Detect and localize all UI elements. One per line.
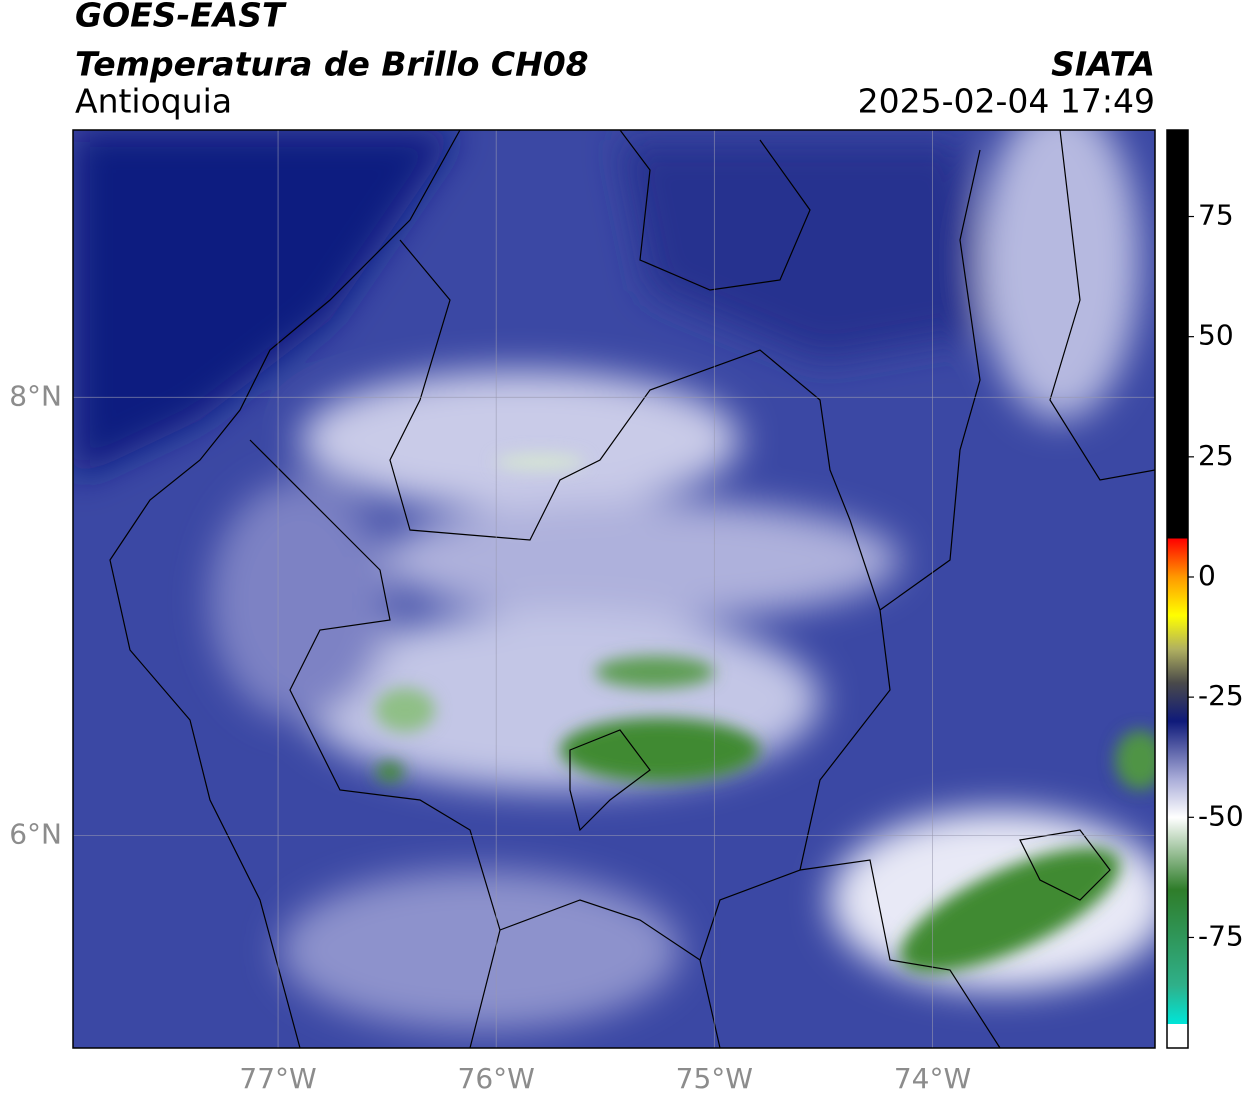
- datetime: 2025-02-04 17:49: [858, 82, 1155, 121]
- colorbar-tick-label: -75: [1198, 919, 1244, 952]
- colorbar-frame: [1166, 129, 1189, 1049]
- x-tick-label: 76°W: [458, 1062, 535, 1095]
- colorbar-tick-label: -50: [1198, 799, 1244, 832]
- title: GOES-EAST: [75, 0, 287, 35]
- colorbar-tick-label: -25: [1198, 679, 1244, 712]
- map-frame: [72, 129, 1156, 1049]
- satellite-image: [73, 130, 1155, 1048]
- colorbar-tick-label: 25: [1198, 439, 1234, 472]
- colorbar-tick-label: 75: [1198, 199, 1234, 232]
- x-tick-label: 75°W: [676, 1062, 753, 1095]
- grid: [73, 130, 1155, 1048]
- y-tick-label: 6°N: [9, 817, 62, 850]
- region: Antioquia: [75, 82, 232, 121]
- subtitle: Temperatura de Brillo CH08: [75, 45, 589, 84]
- colorbar-tick-label: 50: [1198, 319, 1234, 352]
- y-tick-label: 8°N: [9, 379, 62, 412]
- colorbar-tick-label: 0: [1198, 559, 1216, 592]
- colorbar: [1167, 130, 1188, 1048]
- x-tick-label: 77°W: [239, 1062, 316, 1095]
- agency: SIATA: [1051, 45, 1155, 84]
- x-tick-label: 74°W: [894, 1062, 971, 1095]
